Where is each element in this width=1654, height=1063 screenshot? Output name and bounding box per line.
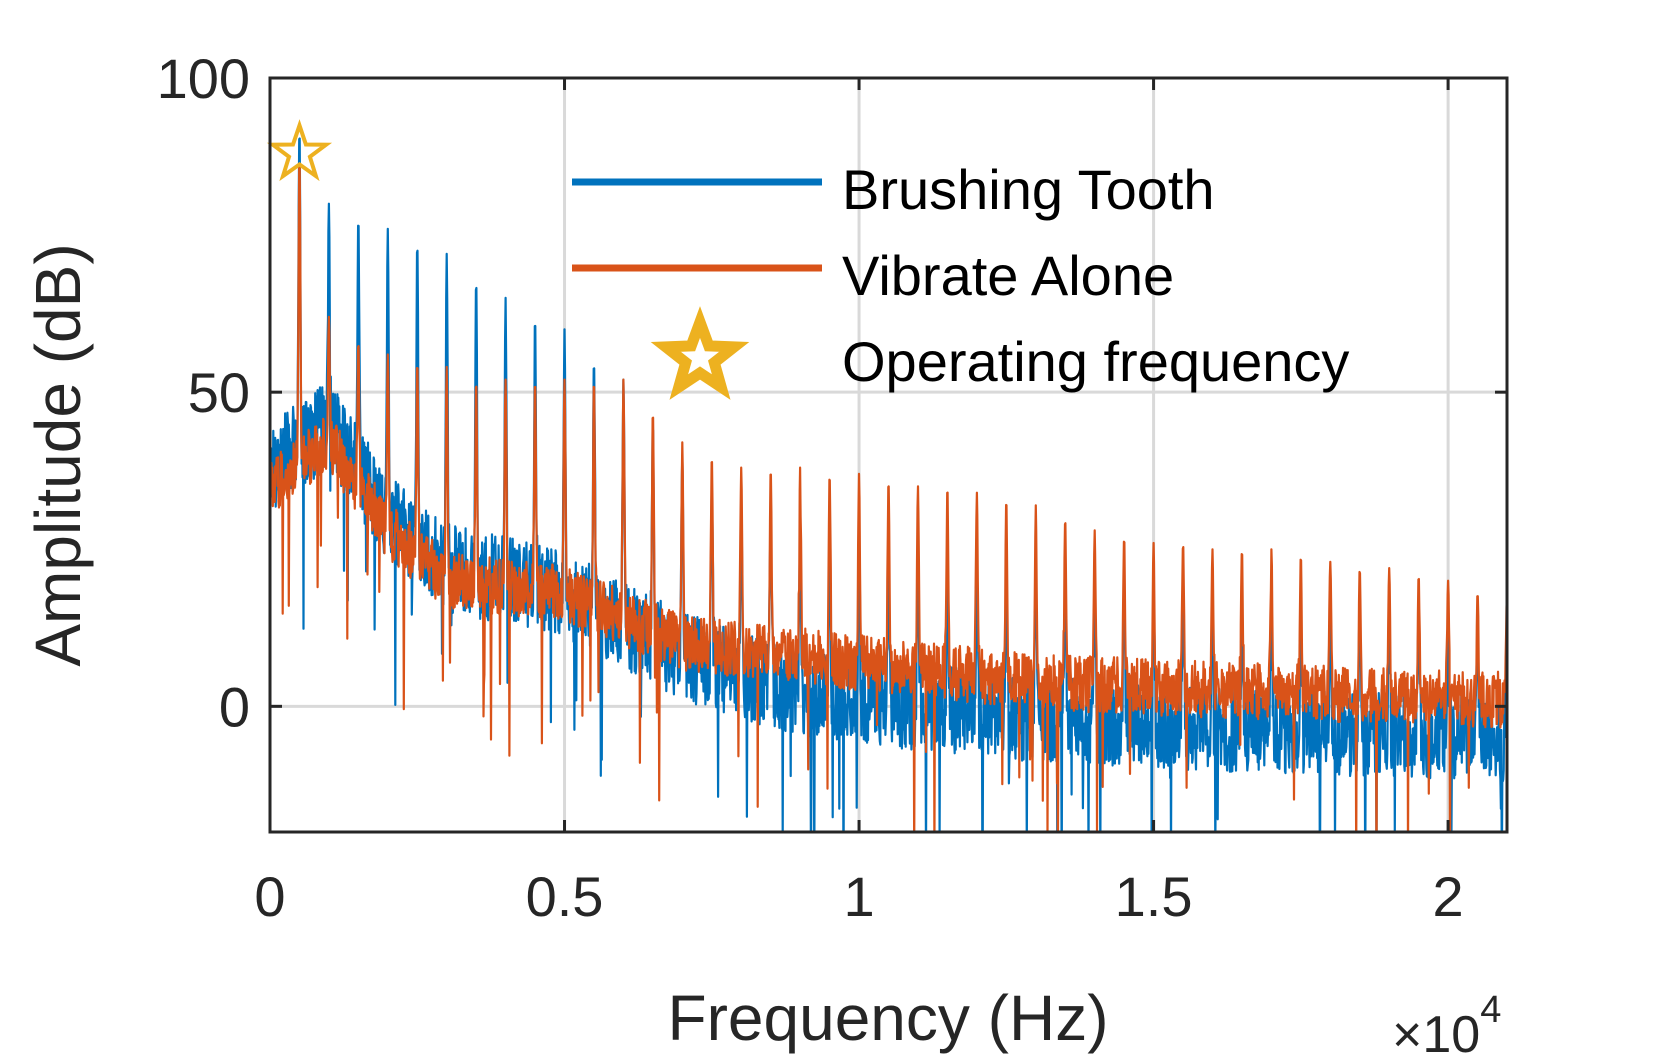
x-tick-label: 0.5 <box>526 865 604 928</box>
legend: Brushing Tooth Vibrate Alone Operating f… <box>572 158 1349 400</box>
legend-label-brushing-tooth: Brushing Tooth <box>842 158 1215 221</box>
tick-labels: 0 0.5 1 1.5 2 0 50 100 <box>157 47 1464 928</box>
series-layer <box>270 137 1507 832</box>
series-line-vibrate-alone <box>270 162 1507 832</box>
x-tick-label: 0 <box>254 865 285 928</box>
x-tick-label: 1.5 <box>1115 865 1193 928</box>
x-multiplier-exponent: 4 <box>1480 989 1501 1031</box>
x-multiplier-base: ×10 <box>1392 1006 1480 1063</box>
legend-label-operating-frequency: Operating frequency <box>842 330 1349 393</box>
marker-layer <box>266 119 333 182</box>
x-axis-label: Frequency (Hz) <box>668 982 1109 1054</box>
plot-frame <box>268 76 1509 834</box>
legend-star-icon <box>650 306 750 400</box>
operating-frequency-star-icon <box>266 119 333 182</box>
legend-label-vibrate-alone: Vibrate Alone <box>842 244 1174 307</box>
x-tick-label: 1 <box>843 865 874 928</box>
y-tick-label: 100 <box>157 47 250 110</box>
y-tick-label: 50 <box>188 361 250 424</box>
ticks <box>268 76 1507 832</box>
x-multiplier: ×104 <box>1392 989 1501 1063</box>
y-axis-label: Amplitude (dB) <box>22 243 94 666</box>
y-tick-label: 0 <box>219 675 250 738</box>
x-tick-label: 2 <box>1433 865 1464 928</box>
